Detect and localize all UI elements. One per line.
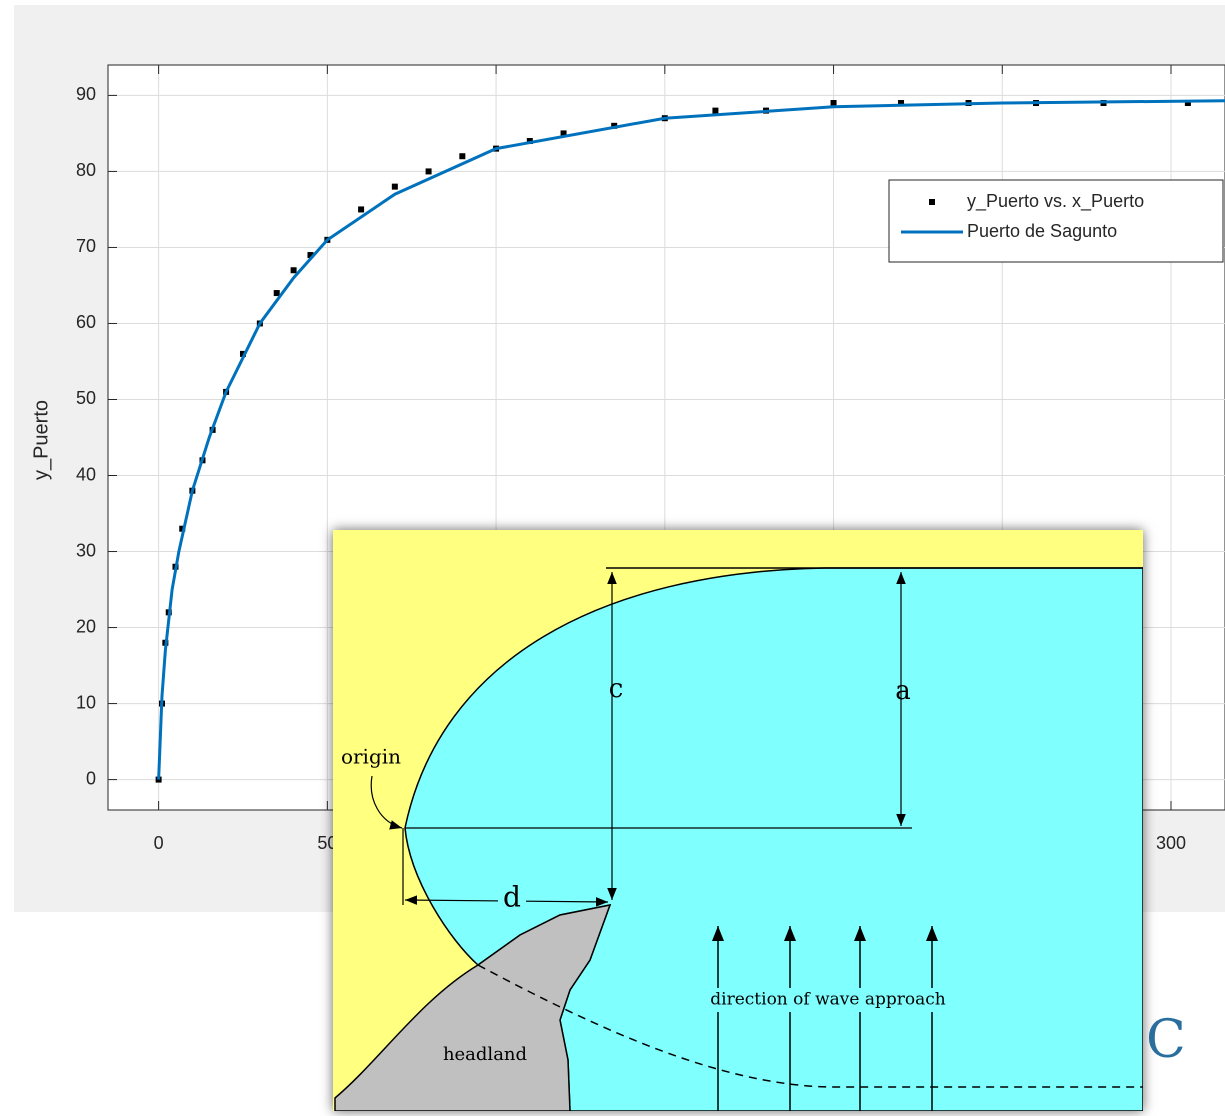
y-tick-label: 50 bbox=[76, 388, 96, 408]
data-point bbox=[358, 206, 364, 212]
data-point bbox=[459, 153, 465, 159]
page: y_Puerto 0102030405060708090050100150200… bbox=[0, 0, 1225, 1111]
legend-marker bbox=[929, 199, 935, 205]
data-point bbox=[291, 267, 297, 273]
y-tick-label: 40 bbox=[76, 464, 96, 484]
y-tick-label: 30 bbox=[76, 540, 96, 560]
data-point bbox=[712, 108, 718, 114]
label-origin: origin bbox=[341, 745, 401, 769]
label-headland: headland bbox=[443, 1044, 527, 1065]
x-tick-label: 0 bbox=[154, 833, 164, 853]
data-point bbox=[831, 100, 837, 106]
legend-label: y_Puerto vs. x_Puerto bbox=[967, 191, 1144, 212]
legend-label: Puerto de Sagunto bbox=[967, 221, 1117, 241]
y-tick-label: 70 bbox=[76, 236, 96, 256]
data-point bbox=[274, 290, 280, 296]
y-tick-label: 20 bbox=[76, 616, 96, 636]
y-tick-label: 80 bbox=[76, 160, 96, 180]
label-c: c bbox=[609, 674, 624, 704]
data-point bbox=[426, 168, 432, 174]
data-point bbox=[392, 184, 398, 190]
label-a: a bbox=[895, 676, 911, 706]
y-axis-label: y_Puerto bbox=[30, 400, 52, 480]
y-tick-label: 90 bbox=[76, 84, 96, 104]
y-tick-label: 60 bbox=[76, 312, 96, 332]
diagram: c a origin d direction of wave approach … bbox=[333, 530, 1143, 1111]
x-tick-label: 300 bbox=[1156, 833, 1186, 853]
logo-fragment: C bbox=[1146, 1010, 1186, 1070]
label-d: d bbox=[503, 881, 521, 914]
y-tick-label: 10 bbox=[76, 692, 96, 712]
label-wave: direction of wave approach bbox=[710, 990, 945, 1010]
y-tick-label: 0 bbox=[86, 768, 96, 788]
